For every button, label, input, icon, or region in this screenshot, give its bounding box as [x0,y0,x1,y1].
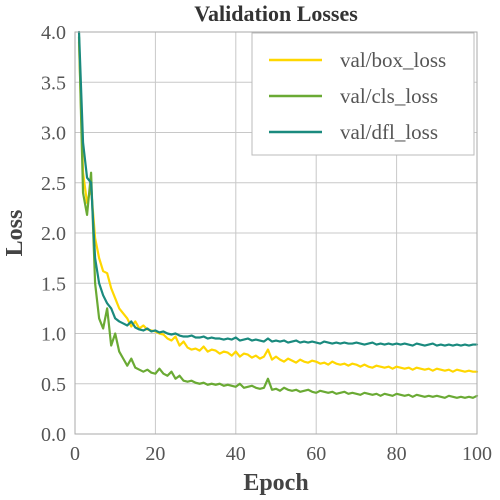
series-line-val-dfl-loss [77,30,479,347]
y-tick-label: 3.0 [41,123,66,145]
x-tick-label: 0 [70,443,80,465]
x-tick-label: 80 [387,443,407,465]
y-tick-label: 0.0 [41,424,66,446]
y-tick-label: 2.0 [41,223,66,245]
y-tick-label: 4.0 [41,22,66,44]
series-line-val-box-loss [77,40,479,373]
y-axis-title: Loss [2,210,28,257]
chart-title: Validation Losses [194,1,358,26]
x-tick-label: 60 [306,443,326,465]
ticks-layer: 0 20 40 60 80 100 0.0 0.5 1.0 1.5 2.0 2.5 3.0 3.5 4.0 [41,22,492,465]
legend-label: val/cls_loss [340,84,438,108]
legend-label: val/dfl_loss [340,120,438,144]
series-layer [77,30,479,399]
y-tick-label: 3.5 [41,72,66,94]
series-line-val-cls-loss [77,35,479,399]
legend-box [251,32,475,156]
y-tick-label: 1.5 [41,273,66,295]
x-tick-label: 20 [145,443,165,465]
y-tick-label: 1.0 [41,324,66,346]
y-tick-label: 0.5 [41,374,66,396]
x-tick-label: 40 [226,443,246,465]
y-tick-label: 2.5 [41,173,66,195]
legend-label: val/box_loss [340,48,446,72]
x-axis-title: Epoch [243,470,308,496]
plot-frame [74,31,478,435]
legend: val/box_loss val/cls_loss val/dfl_loss [251,32,475,156]
x-tick-label: 100 [462,443,492,465]
